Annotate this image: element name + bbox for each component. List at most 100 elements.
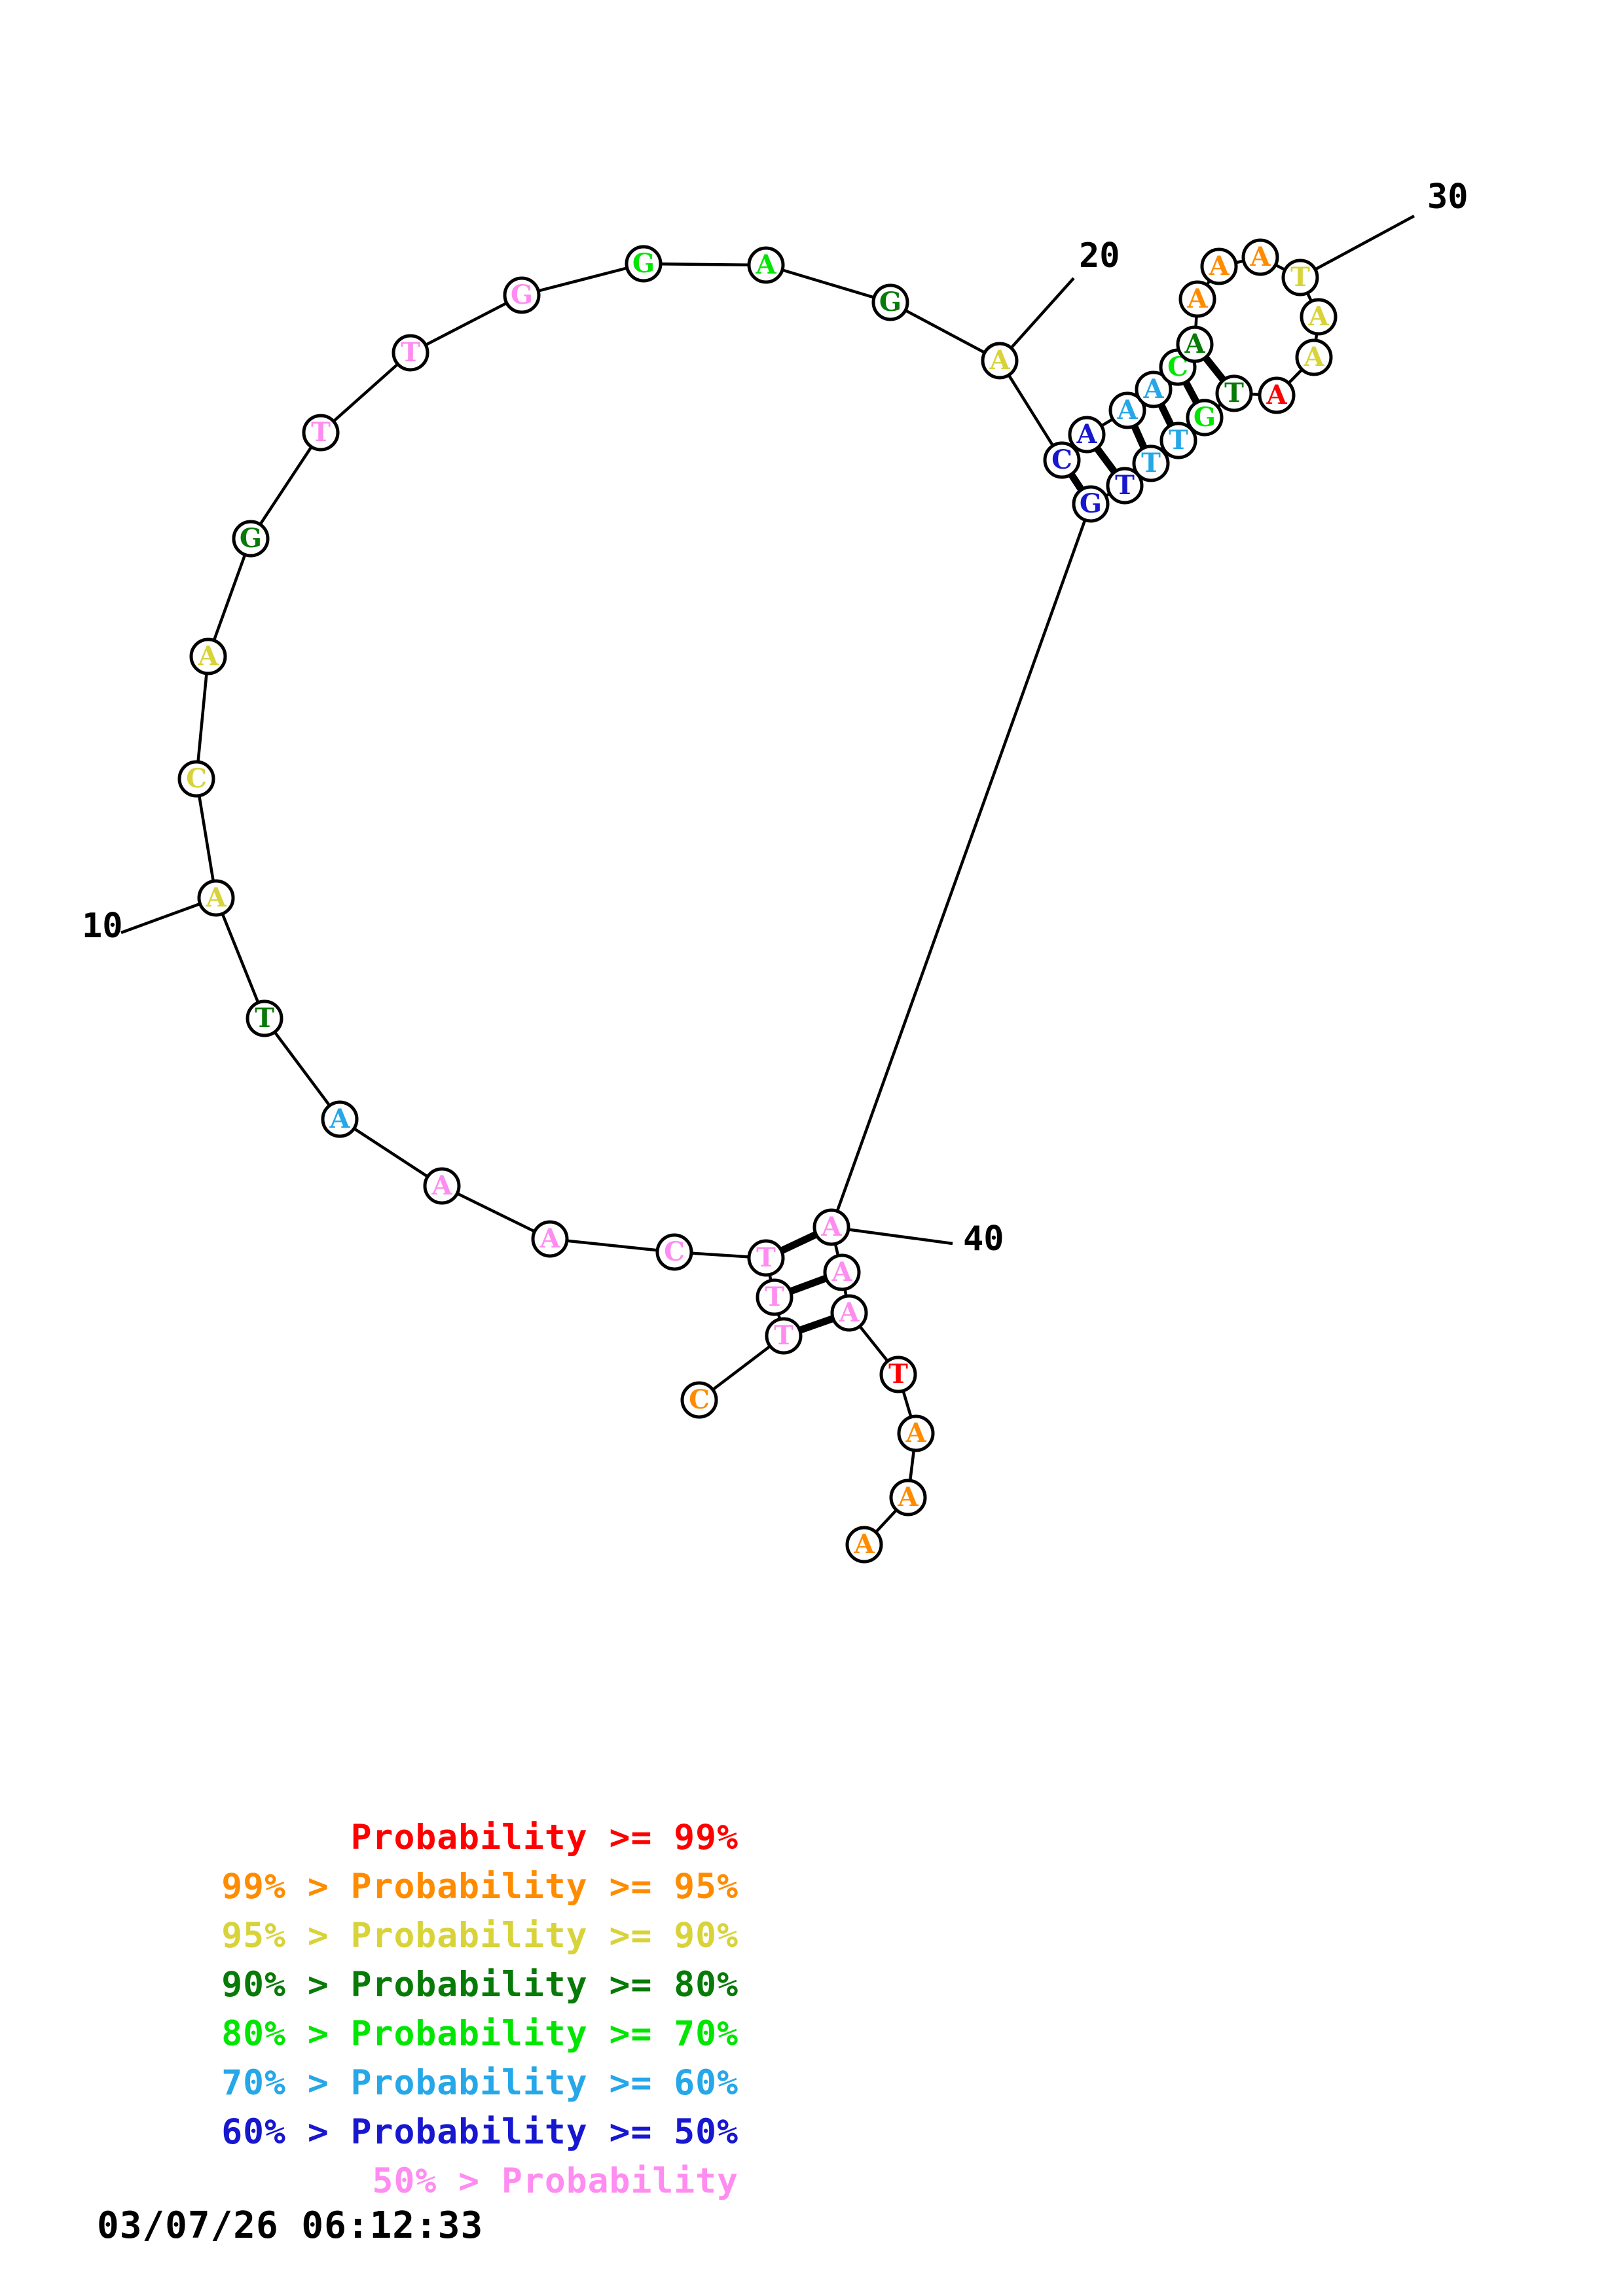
base-node[interactable]: A	[1258, 376, 1296, 414]
base-node[interactable]: A	[889, 1479, 927, 1516]
base-node[interactable]: A	[823, 1253, 861, 1291]
base-node[interactable]: T	[747, 1239, 785, 1277]
base-node-letter: A	[838, 1297, 860, 1328]
base-node[interactable]: C	[655, 1233, 693, 1271]
base-node[interactable]: T	[302, 414, 340, 452]
base-node[interactable]: A	[423, 1167, 461, 1205]
base-node[interactable]: A	[830, 1294, 868, 1332]
base-node[interactable]: A	[1178, 280, 1216, 318]
base-node[interactable]: G	[232, 520, 270, 558]
base-node[interactable]: A	[1200, 247, 1238, 285]
base-node[interactable]: T	[246, 999, 283, 1037]
legend-row: 60% > Probability >= 50%	[221, 2112, 739, 2152]
base-node[interactable]: A	[189, 637, 227, 675]
base-node-letter: A	[831, 1257, 852, 1287]
legend-row: 50% > Probability	[372, 2161, 739, 2201]
backbone-edge	[998, 359, 1064, 462]
base-node[interactable]: G	[871, 283, 909, 321]
position-number-label: 40	[963, 1219, 1004, 1259]
base-node-circle	[871, 283, 909, 321]
base-node-letter: T	[1290, 262, 1310, 293]
base-node-letter: A	[1266, 380, 1287, 410]
base-node[interactable]: A	[1135, 370, 1173, 408]
base-node[interactable]: G	[503, 276, 541, 314]
base-node-circle	[197, 879, 235, 917]
base-node-circle	[879, 1355, 917, 1393]
legend-row: Probability >= 99%	[350, 1818, 739, 1857]
base-node[interactable]: T	[1132, 444, 1170, 482]
base-node-circle	[531, 1220, 569, 1258]
base-node[interactable]: A	[812, 1208, 850, 1246]
base-node[interactable]: A	[1176, 325, 1214, 363]
base-node[interactable]: G	[625, 245, 663, 283]
backbone-edge	[830, 502, 1093, 1229]
base-node-circle	[680, 1381, 718, 1419]
base-node-letter: A	[1142, 374, 1164, 404]
base-node-circle	[625, 245, 663, 283]
base-node-circle	[246, 999, 283, 1037]
base-node-circle	[392, 334, 429, 372]
backbone-edge	[206, 537, 253, 658]
base-node[interactable]: A	[981, 342, 1019, 380]
base-node-letter: A	[1307, 301, 1329, 332]
base-node-letter: A	[897, 1482, 919, 1513]
base-pair-edges-group	[762, 340, 1238, 1340]
base-node[interactable]: A	[321, 1100, 359, 1138]
base-node[interactable]: C	[1043, 441, 1081, 479]
base-node[interactable]: A	[531, 1220, 569, 1258]
leader-lines-group	[120, 215, 1415, 1246]
position-number-label: 10	[82, 906, 123, 946]
base-node-letter: G	[632, 248, 655, 279]
base-node-letter: A	[205, 882, 227, 913]
backbone-edge	[548, 1237, 676, 1254]
base-node-letter: A	[1208, 251, 1230, 281]
base-node-letter: G	[879, 287, 902, 317]
base-node-letter: T	[1141, 448, 1161, 478]
base-node-circle	[823, 1253, 861, 1291]
base-node-circle	[1215, 374, 1253, 412]
base-node[interactable]: A	[1295, 338, 1333, 376]
backbone-edge	[520, 262, 646, 297]
base-node-circle	[812, 1208, 850, 1246]
base-node[interactable]: T	[765, 1317, 803, 1355]
base-node-circle	[302, 414, 340, 452]
base-node[interactable]: T	[1159, 422, 1197, 459]
base-node[interactable]: T	[1281, 259, 1319, 296]
base-node-letter: A	[197, 641, 219, 672]
base-node[interactable]: A	[747, 246, 785, 284]
base-node-circle	[177, 760, 215, 798]
base-node[interactable]: T	[756, 1278, 793, 1316]
base-node[interactable]: A	[897, 1414, 935, 1452]
base-node[interactable]: A	[1241, 238, 1279, 276]
base-node[interactable]: A	[197, 879, 235, 917]
base-node[interactable]: A	[1300, 298, 1338, 336]
base-node[interactable]: A	[1068, 416, 1106, 454]
base-node[interactable]: G	[1072, 485, 1110, 523]
legend-row: 90% > Probability >= 80%	[221, 1965, 739, 2005]
probability-legend: Probability >= 99% 99% > Probability >= …	[0, 1813, 746, 2206]
base-node[interactable]: G	[1186, 399, 1224, 437]
base-node-circle	[1159, 422, 1197, 459]
base-node[interactable]: A	[1108, 391, 1146, 429]
base-node-circle	[189, 637, 227, 675]
base-node-letter: C	[1051, 444, 1072, 475]
base-node[interactable]: T	[1106, 467, 1144, 505]
base-node[interactable]: T	[1215, 374, 1253, 412]
base-node-circle	[1258, 376, 1296, 414]
base-node-letter: T	[1115, 470, 1135, 501]
base-node[interactable]: T	[879, 1355, 917, 1393]
base-node[interactable]: C	[177, 760, 215, 798]
base-node-circle	[232, 520, 270, 558]
base-node-letter: G	[240, 523, 262, 554]
base-node-letter: G	[1080, 488, 1102, 519]
base-node-circle	[1132, 444, 1170, 482]
base-node-letter: G	[1194, 402, 1216, 433]
base-node-letter: T	[255, 1003, 274, 1033]
base-node[interactable]: T	[392, 334, 429, 372]
base-node-letter: T	[888, 1359, 908, 1390]
base-node-circle	[1072, 485, 1110, 523]
base-node-letter: A	[1186, 283, 1208, 314]
base-node[interactable]: C	[680, 1381, 718, 1419]
base-node[interactable]: A	[845, 1526, 883, 1564]
